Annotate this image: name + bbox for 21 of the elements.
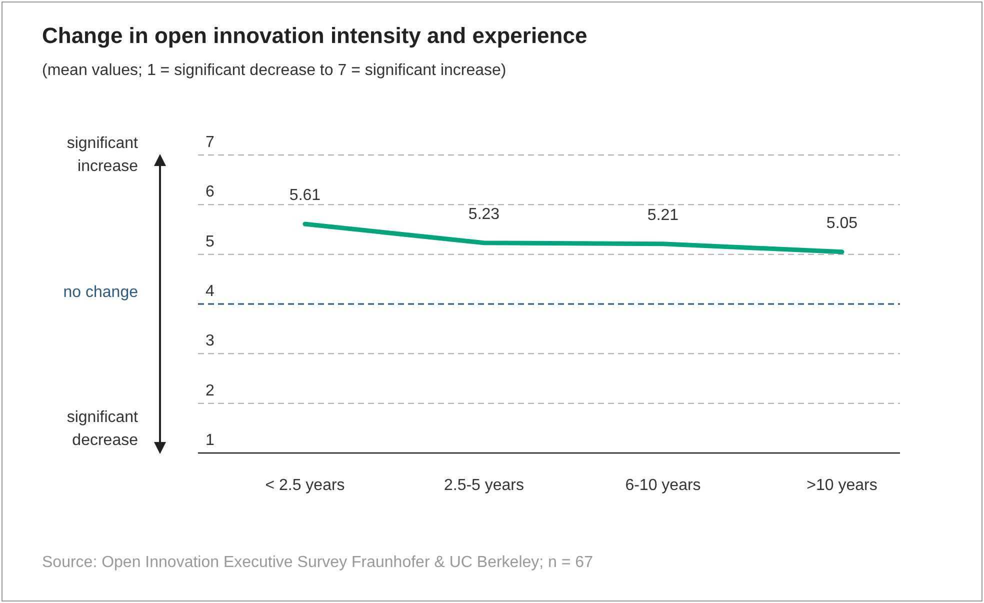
y-tick-label: 6 bbox=[206, 184, 215, 201]
data-label: 5.05 bbox=[826, 214, 858, 232]
chart-title: Change in open innovation intensity and experience bbox=[42, 23, 588, 48]
x-tick-label: >10 years bbox=[806, 477, 878, 494]
y-tick-label: 2 bbox=[206, 382, 215, 400]
y-tick-label: 5 bbox=[206, 233, 215, 250]
y-tick-label: 4 bbox=[206, 283, 215, 300]
x-tick-label: 6-10 years bbox=[625, 477, 701, 494]
ref-line-label: no change bbox=[63, 284, 138, 301]
data-label: 5.21 bbox=[647, 206, 679, 224]
text: significant increase bbox=[66, 135, 139, 175]
x-tick-label: 2.5-5 years bbox=[444, 477, 524, 494]
y-tick-label: 3 bbox=[206, 332, 215, 350]
y-tick-label: 1 bbox=[206, 432, 215, 449]
data-label: 5.61 bbox=[289, 187, 321, 204]
chart-subtitle: (mean values; 1 = significant decrease to 7 = significant increase) bbox=[42, 62, 506, 79]
y-tick-label: 7 bbox=[206, 134, 215, 151]
x-tick-label: < 2.5 years bbox=[265, 477, 345, 494]
data-label: 5.23 bbox=[468, 206, 500, 223]
text: significant decrease bbox=[66, 409, 139, 449]
source-note: Source: Open Innovation Executive Survey Fraunhofer & UC Berkeley; n = 67 bbox=[42, 554, 594, 571]
